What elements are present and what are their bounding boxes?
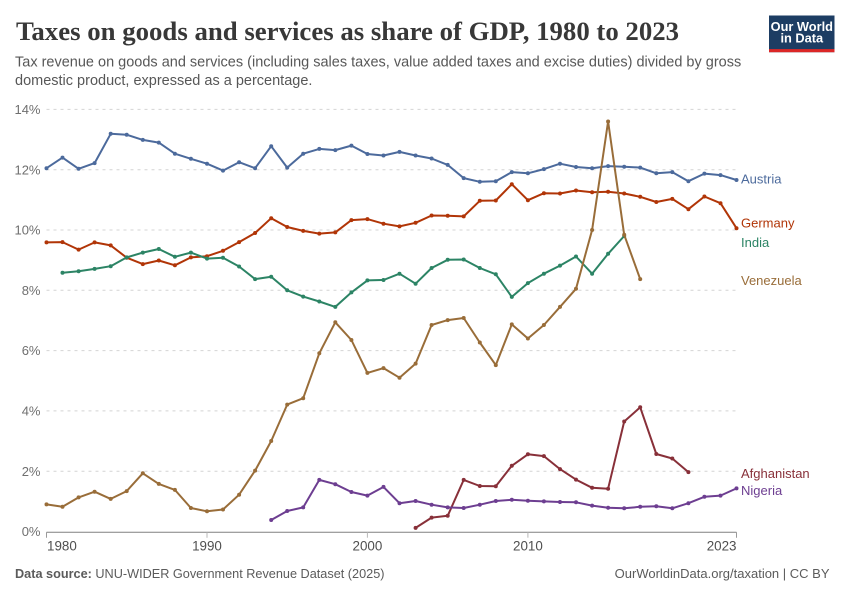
svg-text:4%: 4% bbox=[22, 404, 41, 419]
svg-text:10%: 10% bbox=[14, 223, 40, 238]
svg-text:2023: 2023 bbox=[707, 539, 737, 554]
svg-text:1980: 1980 bbox=[47, 539, 77, 554]
svg-text:Germany: Germany bbox=[741, 216, 795, 231]
svg-text:domestic product, expressed as: domestic product, expressed as a percent… bbox=[15, 73, 312, 89]
svg-text:Austria: Austria bbox=[741, 172, 782, 187]
svg-text:0%: 0% bbox=[22, 524, 41, 539]
svg-text:1990: 1990 bbox=[192, 539, 222, 554]
svg-text:2%: 2% bbox=[22, 464, 41, 479]
svg-text:OurWorldinData.org/taxation |: OurWorldinData.org/taxation | CC BY bbox=[615, 566, 830, 581]
svg-text:6%: 6% bbox=[22, 343, 41, 358]
svg-text:12%: 12% bbox=[14, 162, 40, 177]
svg-text:8%: 8% bbox=[22, 283, 41, 298]
svg-text:India: India bbox=[741, 235, 770, 250]
svg-text:in Data: in Data bbox=[780, 30, 824, 45]
svg-text:Data source: UNU-WIDER Governm: Data source: UNU-WIDER Government Revenu… bbox=[15, 567, 384, 581]
svg-text:Tax revenue on goods and servi: Tax revenue on goods and services (inclu… bbox=[15, 55, 741, 71]
svg-text:2010: 2010 bbox=[513, 539, 543, 554]
svg-text:2000: 2000 bbox=[353, 539, 383, 554]
svg-text:Venezuela: Venezuela bbox=[741, 273, 802, 288]
svg-text:14%: 14% bbox=[14, 102, 40, 117]
svg-text:Taxes on goods and services as: Taxes on goods and services as share of … bbox=[16, 16, 679, 46]
svg-text:Nigeria: Nigeria bbox=[741, 483, 783, 498]
svg-text:Our World: Our World bbox=[771, 19, 833, 34]
svg-text:Afghanistan: Afghanistan bbox=[741, 466, 810, 481]
